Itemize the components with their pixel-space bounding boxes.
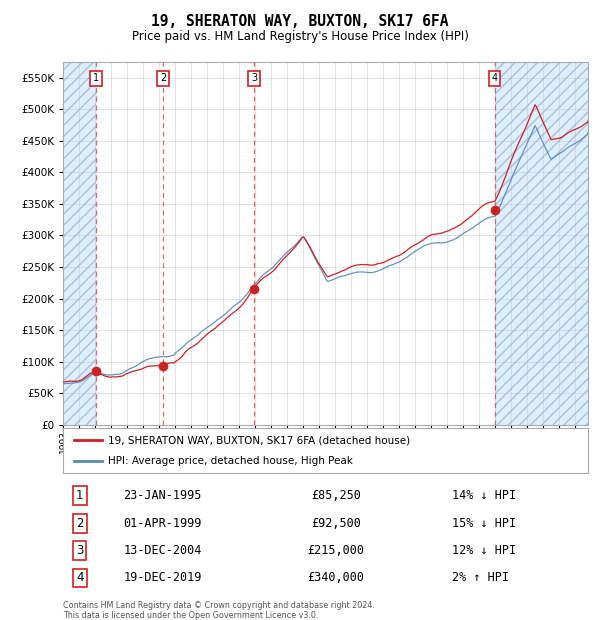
Text: £215,000: £215,000 <box>308 544 365 557</box>
Text: This data is licensed under the Open Government Licence v3.0.: This data is licensed under the Open Gov… <box>63 611 319 620</box>
Text: 23-JAN-1995: 23-JAN-1995 <box>124 489 202 502</box>
Text: 1: 1 <box>76 489 83 502</box>
Text: 19-DEC-2019: 19-DEC-2019 <box>124 572 202 585</box>
Text: 2: 2 <box>160 73 166 83</box>
Text: 12% ↓ HPI: 12% ↓ HPI <box>452 544 515 557</box>
Text: 15% ↓ HPI: 15% ↓ HPI <box>452 516 515 529</box>
Text: Contains HM Land Registry data © Crown copyright and database right 2024.: Contains HM Land Registry data © Crown c… <box>63 601 375 611</box>
Text: 2% ↑ HPI: 2% ↑ HPI <box>452 572 509 585</box>
Text: 1: 1 <box>93 73 99 83</box>
Text: 19, SHERATON WAY, BUXTON, SK17 6FA: 19, SHERATON WAY, BUXTON, SK17 6FA <box>151 14 449 29</box>
Text: HPI: Average price, detached house, High Peak: HPI: Average price, detached house, High… <box>107 456 353 466</box>
Text: 4: 4 <box>491 73 498 83</box>
Text: 14% ↓ HPI: 14% ↓ HPI <box>452 489 515 502</box>
Text: £92,500: £92,500 <box>311 516 361 529</box>
Text: Price paid vs. HM Land Registry's House Price Index (HPI): Price paid vs. HM Land Registry's House … <box>131 30 469 43</box>
Bar <box>494 62 588 425</box>
Text: £85,250: £85,250 <box>311 489 361 502</box>
Text: 13-DEC-2004: 13-DEC-2004 <box>124 544 202 557</box>
Text: 3: 3 <box>76 544 83 557</box>
Text: 01-APR-1999: 01-APR-1999 <box>124 516 202 529</box>
Text: 3: 3 <box>251 73 257 83</box>
Text: 4: 4 <box>76 572 83 585</box>
Text: 2: 2 <box>76 516 83 529</box>
Text: 19, SHERATON WAY, BUXTON, SK17 6FA (detached house): 19, SHERATON WAY, BUXTON, SK17 6FA (deta… <box>107 435 410 446</box>
Bar <box>63 62 96 425</box>
Bar <box>63 62 96 425</box>
Text: £340,000: £340,000 <box>308 572 365 585</box>
Bar <box>494 62 588 425</box>
